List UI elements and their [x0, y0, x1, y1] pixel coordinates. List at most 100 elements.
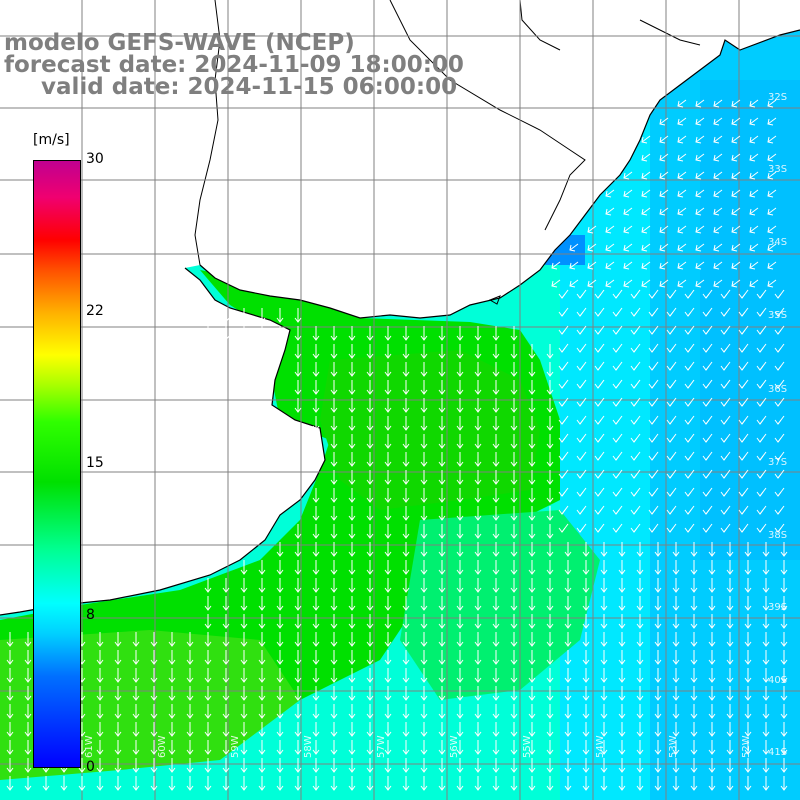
wind-arrow — [312, 722, 320, 737]
wind-arrow — [366, 668, 374, 683]
wind-arrow — [456, 434, 464, 449]
wind-arrow — [546, 506, 554, 521]
wind-arrow — [618, 776, 626, 791]
wind-arrow — [384, 704, 392, 719]
wind-arrow — [618, 650, 626, 665]
wind-arrow — [492, 470, 500, 485]
wind-arrow — [258, 740, 266, 755]
wind-arrow — [641, 207, 651, 216]
wind-arrow — [240, 686, 248, 701]
wind-arrow — [600, 560, 608, 575]
wind-arrow — [546, 362, 554, 377]
wind-arrow — [240, 650, 248, 665]
wind-arrow — [168, 740, 176, 755]
wind-arrow — [492, 632, 500, 647]
wind-arrow — [612, 307, 623, 317]
wind-arrow — [312, 668, 320, 683]
wind-arrow — [677, 171, 687, 180]
wind-arrow — [420, 776, 428, 791]
wind-arrow — [767, 279, 777, 288]
wind-arrow — [564, 650, 572, 665]
wind-arrow — [438, 758, 446, 773]
wind-arrow — [738, 397, 749, 407]
wind-arrow — [762, 758, 770, 773]
wind-arrow — [726, 704, 734, 719]
wind-arrow — [702, 289, 713, 299]
wind-arrow — [630, 523, 641, 533]
wind-arrow — [630, 469, 641, 479]
wind-arrow — [510, 668, 518, 683]
wind-arrow — [240, 740, 248, 755]
wind-arrow — [564, 542, 572, 557]
wind-arrow — [684, 487, 695, 497]
wind-arrow — [767, 207, 777, 216]
wind-arrow — [150, 758, 158, 773]
wind-arrow — [510, 362, 518, 377]
wind-arrow — [366, 722, 374, 737]
lon-label: 57W — [376, 735, 387, 758]
wind-arrow — [348, 686, 356, 701]
wind-arrow — [312, 434, 320, 449]
lon-label: 60W — [157, 735, 168, 758]
wind-arrow — [348, 416, 356, 431]
wind-arrow — [348, 488, 356, 503]
wind-arrow — [276, 614, 284, 629]
wind-arrow — [684, 505, 695, 515]
wind-arrow — [726, 614, 734, 629]
wind-arrow — [204, 758, 212, 773]
wind-arrow — [672, 740, 680, 755]
wind-arrow — [582, 722, 590, 737]
wind-arrow — [6, 758, 14, 773]
wind-arrow — [456, 542, 464, 557]
wind-arrow — [738, 523, 749, 533]
wind-arrow — [618, 614, 626, 629]
wind-arrow — [605, 225, 615, 234]
wind-arrow — [726, 542, 734, 557]
wind-arrow — [366, 740, 374, 755]
wind-arrow — [168, 686, 176, 701]
wind-arrow — [648, 469, 659, 479]
wind-arrow — [438, 722, 446, 737]
wind-arrow — [384, 398, 392, 413]
wind-arrow — [510, 632, 518, 647]
wind-arrow — [96, 758, 104, 773]
colorbar-tick: 30 — [86, 151, 104, 167]
wind-arrow — [528, 740, 536, 755]
wind-arrow — [438, 470, 446, 485]
wind-arrow — [744, 650, 752, 665]
wind-arrow — [690, 776, 698, 791]
wind-arrow — [42, 776, 50, 791]
lat-label: 41S — [768, 747, 787, 758]
wind-arrow — [564, 668, 572, 683]
wind-arrow — [749, 279, 759, 288]
wind-arrow — [702, 523, 713, 533]
wind-arrow — [594, 487, 605, 497]
wind-arrow — [474, 524, 482, 539]
wind-arrow — [474, 326, 482, 341]
wind-arrow — [594, 361, 605, 371]
wind-arrow — [762, 542, 770, 557]
wind-arrow — [666, 343, 677, 353]
wind-arrow — [510, 452, 518, 467]
wind-arrow — [630, 487, 641, 497]
wind-arrow — [677, 135, 687, 144]
wind-arrow — [510, 686, 518, 701]
wind-arrow — [438, 506, 446, 521]
wind-arrow — [420, 560, 428, 575]
wind-arrow — [695, 171, 705, 180]
wind-arrow — [492, 524, 500, 539]
wind-arrow — [456, 380, 464, 395]
wind-arrow — [569, 261, 579, 270]
wind-arrow — [312, 524, 320, 539]
wind-arrow — [564, 722, 572, 737]
wind-arrow — [677, 207, 687, 216]
wind-arrow — [492, 452, 500, 467]
wind-arrow — [726, 596, 734, 611]
wind-arrow — [600, 722, 608, 737]
wind-arrow — [708, 632, 716, 647]
wind-arrow — [749, 243, 759, 252]
wind-arrow — [132, 650, 140, 665]
wind-arrow — [258, 614, 266, 629]
wind-arrow — [276, 578, 284, 593]
